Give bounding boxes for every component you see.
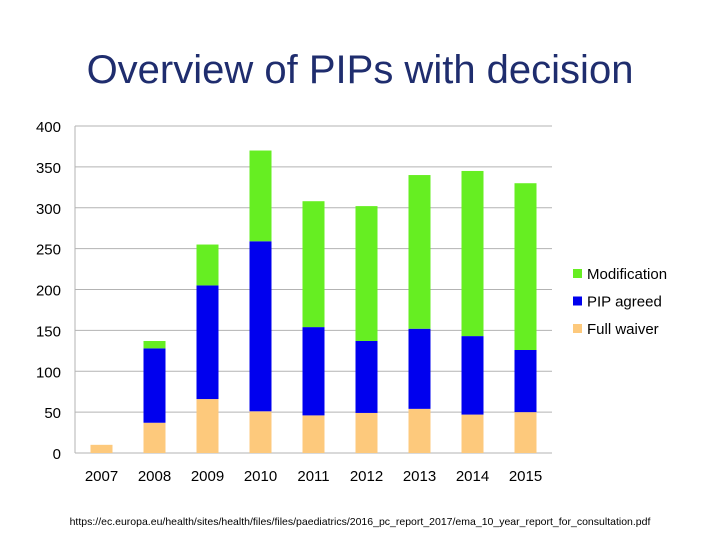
bar-full-waiver-2014 (461, 414, 484, 453)
bar-full-waiver-2008 (143, 422, 166, 453)
y-tick-label-200: 200 (36, 283, 61, 300)
y-tick-label-350: 350 (36, 160, 61, 177)
bar-modification-2012 (355, 206, 378, 342)
y-axis-ticks: 0 50 100 150 200 250 300 350 400 (36, 119, 61, 463)
bar-modification-2010 (249, 150, 272, 242)
bar-pip-agreed-2013 (408, 328, 431, 409)
x-axis-ticks: 2007 2008 2009 2010 2011 2012 2013 2014 2015 (85, 468, 542, 485)
bar-pip-agreed-2009 (196, 285, 219, 400)
y-tick-label-0: 0 (53, 446, 61, 463)
bar-full-waiver-2007 (90, 444, 113, 453)
bar-modification-2013 (408, 175, 431, 329)
x-tick-label-2009: 2009 (191, 468, 224, 485)
legend-swatch-modification (573, 269, 582, 278)
y-tick-label-250: 250 (36, 242, 61, 259)
bar-pip-agreed-2014 (461, 336, 484, 415)
bar-pip-agreed-2012 (355, 341, 378, 413)
bar-full-waiver-2010 (249, 411, 272, 453)
bar-modification-2011 (302, 201, 325, 328)
x-tick-label-2014: 2014 (456, 468, 489, 485)
bar-modification-2008 (143, 341, 166, 349)
x-tick-label-2015: 2015 (509, 468, 542, 485)
bar-full-waiver-2009 (196, 399, 219, 453)
x-tick-label-2013: 2013 (403, 468, 436, 485)
bar-full-waiver-2011 (302, 415, 325, 453)
y-tick-label-300: 300 (36, 201, 61, 218)
x-tick-label-2007: 2007 (85, 468, 118, 485)
y-tick-label-150: 150 (36, 323, 61, 340)
bar-full-waiver-2012 (355, 412, 378, 453)
legend-swatch-full-waiver (573, 324, 582, 333)
legend-label-modification: Modification (587, 266, 667, 283)
bar-modification-2015 (514, 183, 537, 350)
y-tick-label-50: 50 (44, 405, 61, 422)
bar-modification-2014 (461, 170, 484, 337)
bar-full-waiver-2015 (514, 412, 537, 453)
bar-full-waiver-2013 (408, 408, 431, 453)
bar-modification-2009 (196, 244, 219, 286)
bars (90, 150, 537, 453)
bar-pip-agreed-2010 (249, 241, 272, 412)
legend-label-pip-agreed: PIP agreed (587, 294, 662, 311)
legend-label-full-waiver: Full waiver (587, 321, 659, 338)
bar-pip-agreed-2011 (302, 327, 325, 416)
chart-title: Overview of PIPs with decision (86, 48, 634, 92)
bar-pip-agreed-2015 (514, 349, 537, 413)
source-link[interactable]: https://ec.europa.eu/health/sites/health… (69, 516, 651, 528)
x-tick-label-2010: 2010 (244, 468, 277, 485)
x-tick-label-2011: 2011 (297, 468, 329, 485)
legend-swatch-pip-agreed (573, 296, 582, 306)
x-tick-label-2012: 2012 (350, 468, 383, 485)
legend: Modification PIP agreed Full waiver (573, 266, 667, 338)
y-tick-label-400: 400 (36, 119, 61, 136)
y-tick-label-100: 100 (36, 364, 61, 381)
x-tick-label-2008: 2008 (138, 468, 171, 485)
bar-pip-agreed-2008 (143, 348, 166, 423)
